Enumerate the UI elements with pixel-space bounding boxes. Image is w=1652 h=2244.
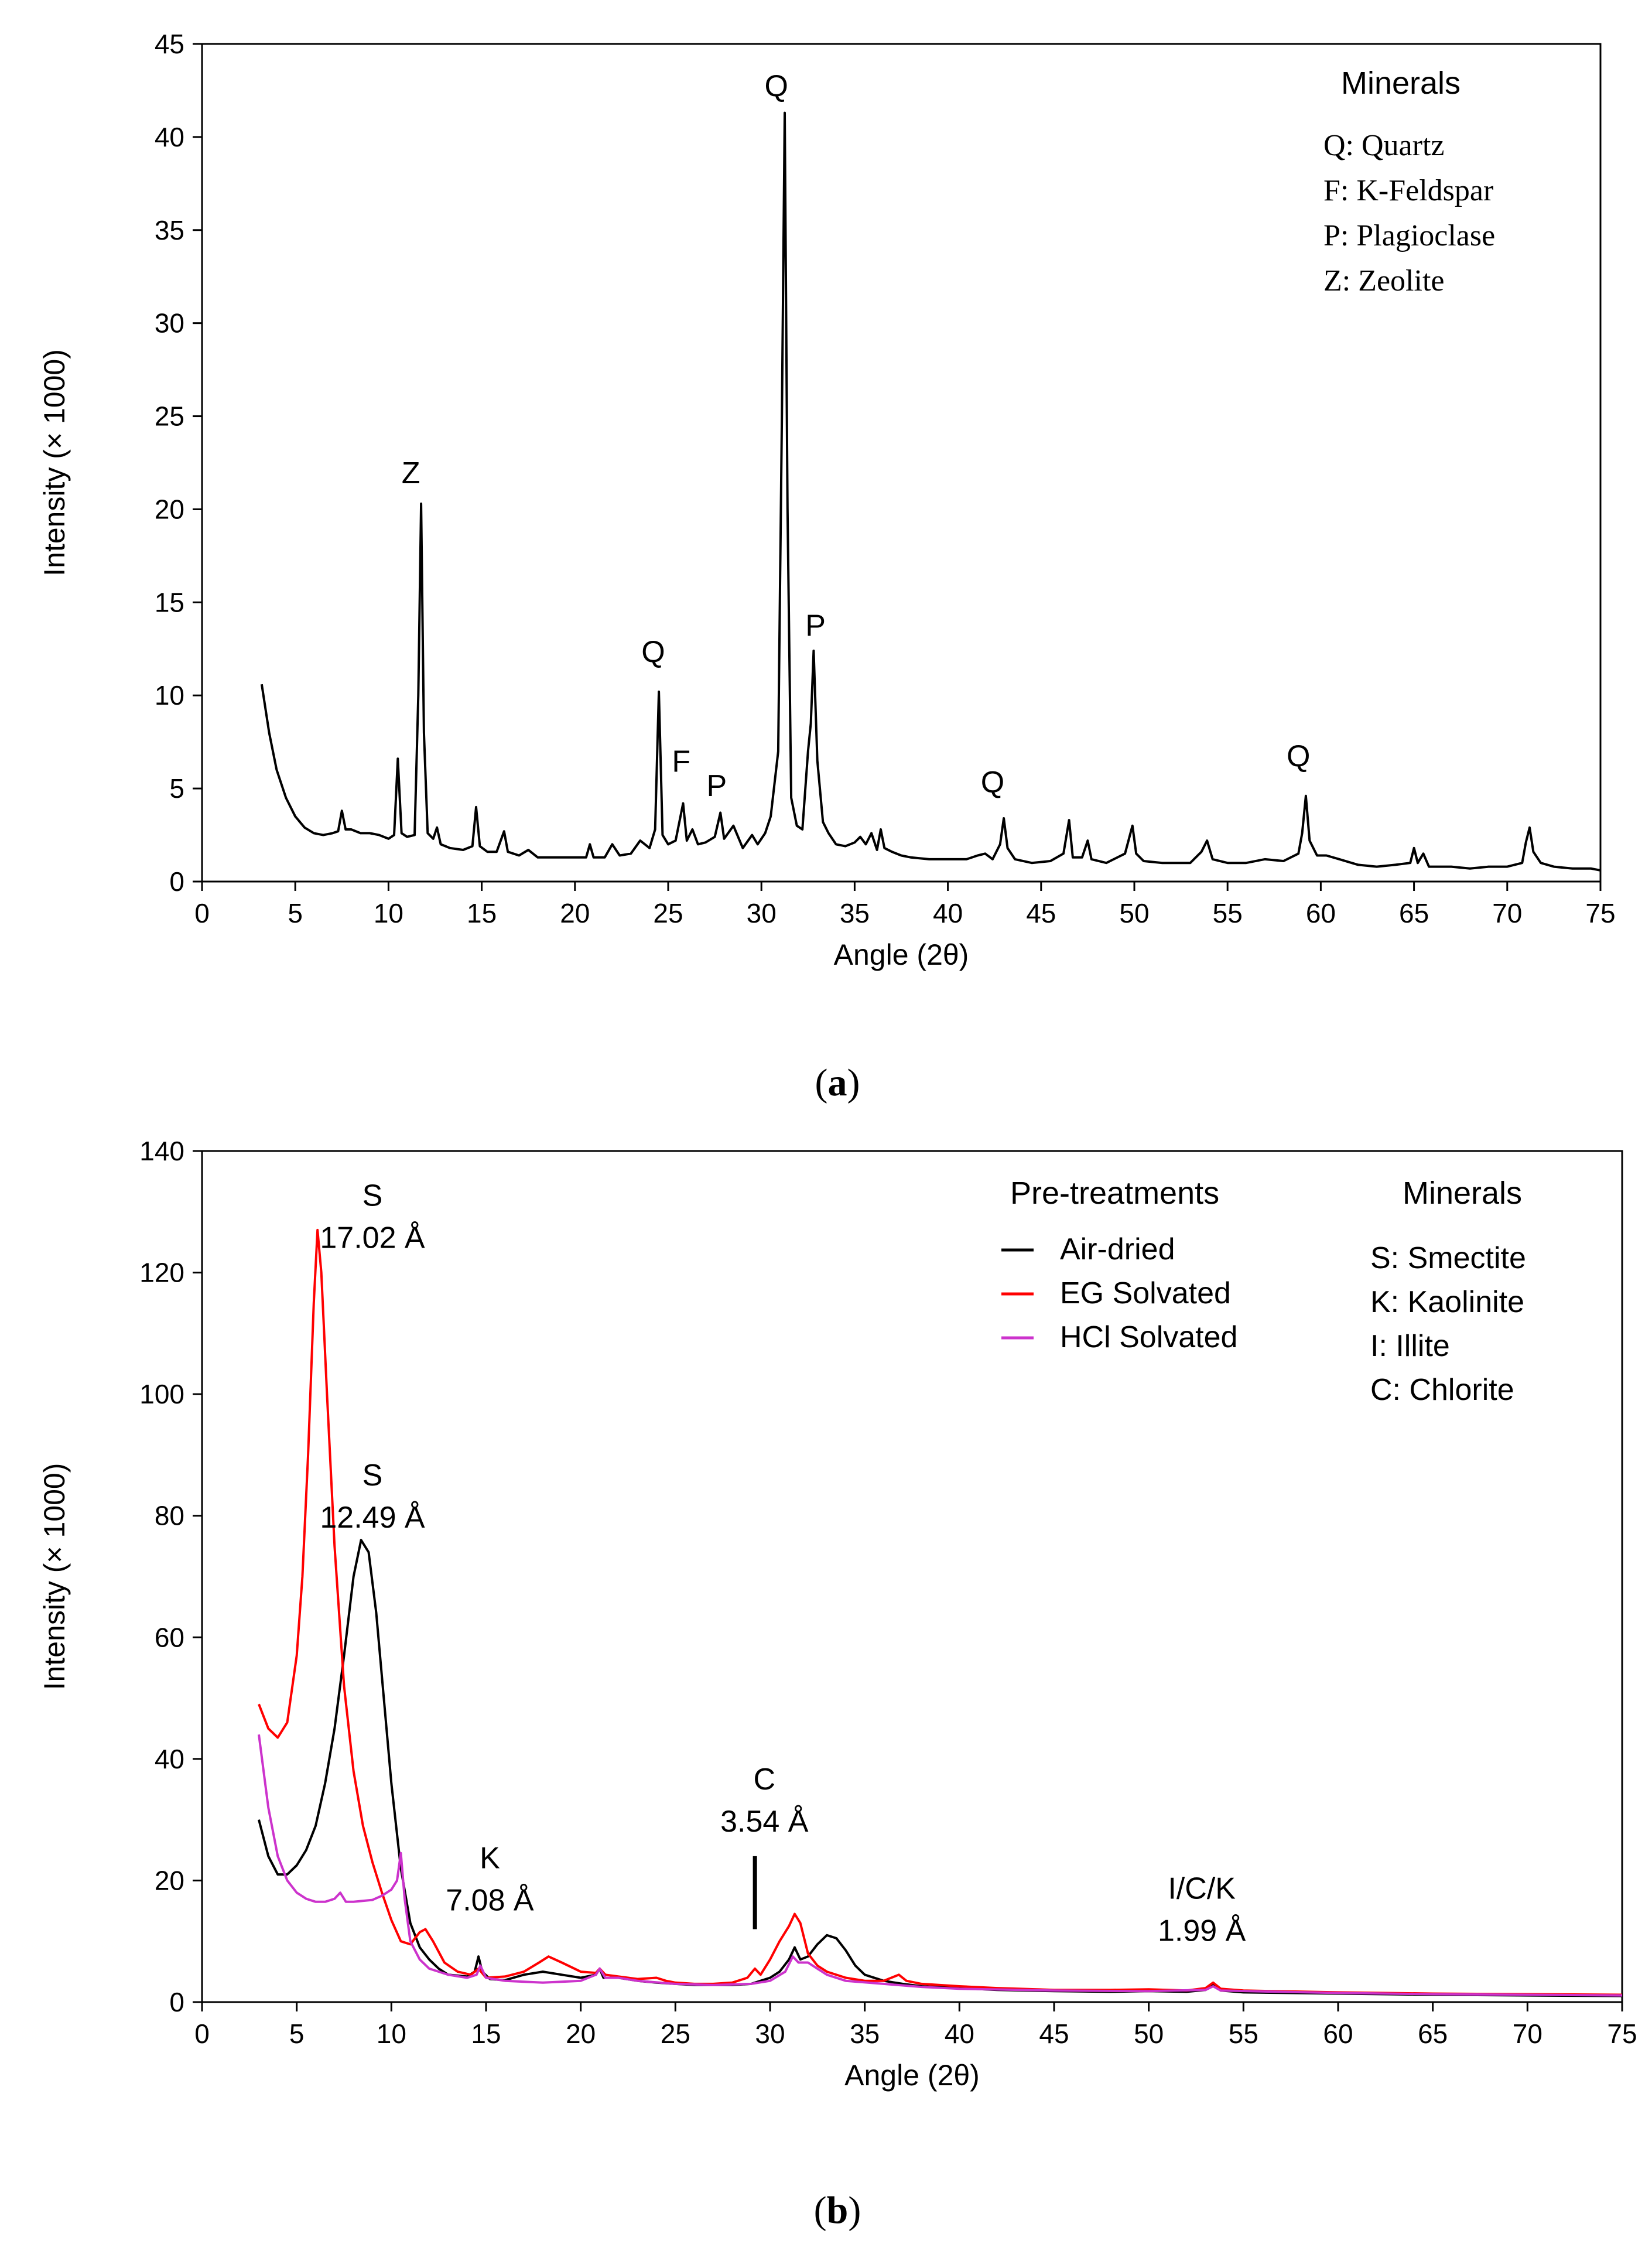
peak-label: S (362, 1179, 383, 1212)
y-tick-label: 60 (155, 1622, 184, 1652)
y-tick-label: 20 (155, 1865, 184, 1895)
y-tick-label: 35 (155, 215, 184, 245)
x-tick-label: 5 (289, 2018, 305, 2049)
legend-entry: Q: Quartz (1323, 129, 1444, 162)
legend-title: Pre-treatments (1010, 1176, 1219, 1211)
y-axis-label: Intensity (× 1000) (38, 1463, 71, 1690)
x-tick-label: 15 (467, 898, 497, 928)
y-tick-label: 5 (169, 773, 184, 804)
peak-label: Q (1287, 739, 1310, 773)
x-tick-label: 15 (471, 2018, 501, 2049)
plot-frame (201, 43, 1602, 883)
x-tick-label: 45 (1026, 898, 1056, 928)
x-tick-label: 25 (653, 898, 683, 928)
x-tick-label: 70 (1513, 2018, 1542, 2049)
x-tick-label: 10 (377, 2018, 406, 2049)
y-tick-label: 40 (155, 122, 184, 152)
y-tick-label: 140 (139, 1136, 184, 1166)
peak-d-spacing: 7.08 Å (446, 1884, 534, 1918)
x-tick-label: 25 (661, 2018, 690, 2049)
x-tick-label: 60 (1323, 2018, 1353, 2049)
x-axis-label: Angle (2θ) (834, 938, 969, 971)
series-line-eg-solvated (258, 1228, 1622, 1996)
peak-label: P (706, 769, 727, 803)
legend-entry: HCl Solvated (1060, 1320, 1237, 1354)
x-tick-label: 55 (1213, 898, 1243, 928)
legend-entry: P: Plagioclase (1323, 219, 1495, 252)
x-tick-label: 65 (1399, 898, 1429, 928)
y-tick-label: 40 (155, 1744, 184, 1774)
minerals-legend-entry: I: Illite (1370, 1329, 1450, 1363)
x-tick-label: 35 (850, 2018, 880, 2049)
peak-d-spacing: 1.99 Å (1158, 1914, 1246, 1948)
series-line-hcl-solvated (258, 1734, 1622, 1997)
plot-frame (201, 1150, 1623, 2003)
x-tick-label: 40 (933, 898, 963, 928)
y-tick-label: 0 (169, 1987, 184, 2017)
y-tick-label: 10 (155, 680, 184, 711)
x-tick-label: 60 (1306, 898, 1336, 928)
y-tick-label: 0 (169, 866, 184, 897)
panel-a-chart: 0 5 10 15 20 25 30 35 40 45 50 55 60 65 70 75 0 5 10 15 20 25… (38, 29, 1616, 971)
peak-label: I/C/K (1168, 1872, 1236, 1906)
minerals-legend-title: Minerals (1403, 1176, 1522, 1211)
x-tick-label: 45 (1039, 2018, 1069, 2049)
x-tick-label: 20 (560, 898, 590, 928)
x-tick-label: 0 (194, 898, 210, 928)
y-tick-label: 15 (155, 587, 184, 617)
peak-label: K (480, 1842, 500, 1876)
x-tick-label: 50 (1119, 898, 1149, 928)
x-tick-label: 40 (945, 2018, 974, 2049)
legend-entry: EG Solvated (1060, 1276, 1231, 1310)
minerals-legend-entry: C: Chlorite (1370, 1373, 1514, 1407)
x-tick-label: 50 (1134, 2018, 1164, 2049)
peak-label: Q (641, 635, 665, 669)
series-line-bulk-sample (260, 111, 1600, 872)
y-axis-label: Intensity (× 1000) (38, 349, 71, 576)
series-line-air-dried (258, 1539, 1622, 1997)
peak-label: S (362, 1459, 383, 1492)
y-tick-label: 20 (155, 494, 184, 524)
x-tick-label: 75 (1585, 898, 1615, 928)
x-tick-label: 30 (755, 2018, 785, 2049)
legend-entry: Z: Zeolite (1323, 264, 1444, 298)
x-tick-label: 75 (1607, 2018, 1637, 2049)
x-tick-label: 35 (840, 898, 870, 928)
minerals-legend-entry: S: Smectite (1370, 1241, 1526, 1275)
minerals-legend-entry: K: Kaolinite (1370, 1285, 1524, 1319)
x-tick-label: 10 (374, 898, 403, 928)
peak-label: P (805, 609, 826, 643)
y-tick-label: 25 (155, 401, 184, 432)
y-tick-label: 45 (155, 29, 184, 59)
panel-b-chart: 0 5 10 15 20 25 30 35 40 45 50 55 60 65 70 75 0 20 40 60 80 1… (38, 1136, 1637, 2092)
peak-label: C (754, 1763, 776, 1796)
legend-entry: F: K-Feldspar (1323, 174, 1493, 207)
y-tick-label: 100 (139, 1379, 184, 1409)
peak-d-spacing: 17.02 Å (320, 1221, 425, 1255)
x-tick-label: 30 (747, 898, 777, 928)
y-tick-label: 80 (155, 1501, 184, 1531)
peak-label: F (672, 745, 690, 779)
x-tick-label: 5 (288, 898, 303, 928)
x-axis-label: Angle (2θ) (844, 2059, 980, 2092)
legend-entry: Air-dried (1060, 1232, 1175, 1266)
panel-a-caption: (a) (815, 1061, 860, 1104)
peak-label: Q (981, 765, 1004, 799)
x-tick-label: 0 (194, 2018, 210, 2049)
panel-b-caption: (b) (814, 2189, 861, 2232)
x-tick-label: 55 (1229, 2018, 1258, 2049)
x-tick-label: 65 (1418, 2018, 1448, 2049)
peak-label: Z (402, 456, 420, 490)
peak-d-spacing: 12.49 Å (320, 1501, 425, 1535)
x-tick-label: 20 (566, 2018, 596, 2049)
peak-d-spacing: 3.54 Å (720, 1805, 809, 1839)
legend-title: Minerals (1341, 66, 1461, 101)
y-tick-label: 120 (139, 1258, 184, 1288)
y-tick-label: 30 (155, 308, 184, 339)
peak-label: Q (764, 69, 788, 103)
x-tick-label: 70 (1492, 898, 1522, 928)
